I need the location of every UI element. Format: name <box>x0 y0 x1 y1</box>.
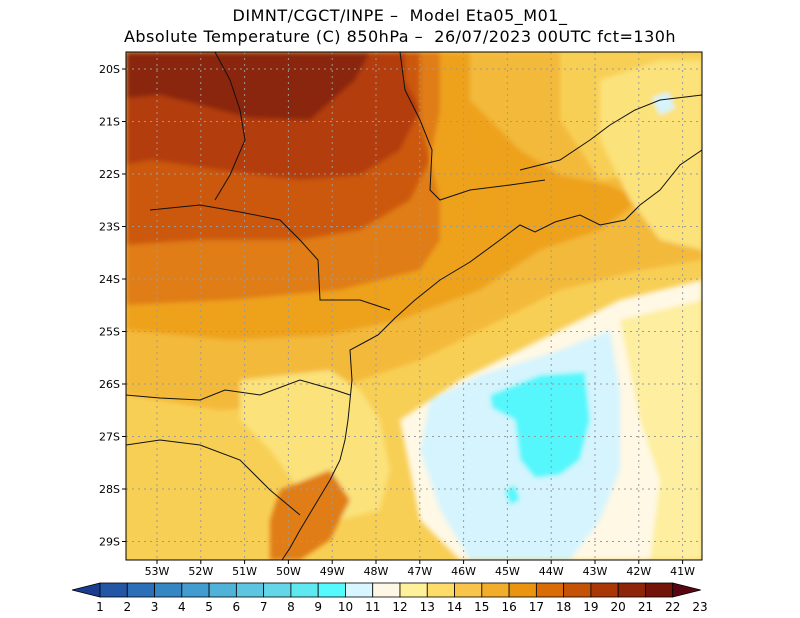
colorbar-label: 5 <box>205 600 213 614</box>
colorbar-label: 14 <box>447 600 462 614</box>
colorbar-swatch <box>454 582 483 598</box>
colorbar-swatch <box>263 582 292 598</box>
lon-label: 48W <box>364 565 389 578</box>
lon-label: 46W <box>451 565 476 578</box>
colorbar-swatch <box>290 582 319 598</box>
state-border-6 <box>214 52 246 201</box>
colorbar-swatch <box>426 582 455 598</box>
colorbar-swatch <box>563 582 592 598</box>
colorbar-swatch <box>99 582 128 598</box>
map-title-line2: Absolute Temperature (C) 850hPa – 26/07/… <box>123 27 677 46</box>
colorbar-label: 21 <box>638 600 653 614</box>
colorbar-swatch <box>508 582 537 598</box>
colorbar-label: 6 <box>233 600 241 614</box>
colorbar-label: 15 <box>474 600 489 614</box>
state-border-1 <box>399 52 546 201</box>
colorbar-label: 12 <box>392 600 407 614</box>
colorbar-swatch <box>399 582 428 598</box>
zone-10-small <box>505 485 520 505</box>
coastline <box>281 149 702 560</box>
colorbar-swatch <box>317 582 346 598</box>
colorbar-swatch <box>345 582 374 598</box>
lat-label: 22S <box>99 168 120 181</box>
temperature-field <box>126 52 702 560</box>
colorbar-label: 10 <box>338 600 353 614</box>
lon-label: 51W <box>232 565 257 578</box>
zone-16-south <box>270 470 350 560</box>
colorbar-label: 23 <box>692 600 707 614</box>
colorbar-label: 19 <box>583 600 598 614</box>
lat-label: 20S <box>99 63 120 76</box>
lat-lon-grid <box>126 52 702 560</box>
zone-11-ne <box>652 92 675 115</box>
borders <box>126 52 702 560</box>
colorbar-swatch <box>535 582 565 598</box>
lat-label: 29S <box>99 536 120 549</box>
zone-13-west <box>240 370 390 520</box>
lon-label: 47W <box>407 565 432 578</box>
zone-10 <box>490 372 590 478</box>
state-border-4 <box>126 439 301 516</box>
colorbar-swatch <box>645 582 674 598</box>
colorbar-label: 13 <box>420 600 435 614</box>
colorbar-swatch <box>126 582 155 598</box>
lon-label: 43W <box>583 565 608 578</box>
colorbar-label: 9 <box>314 600 322 614</box>
colorbar-swatch <box>235 582 265 598</box>
lat-label: 26S <box>99 378 120 391</box>
lat-label: 21S <box>99 116 120 129</box>
state-border-5 <box>519 94 702 171</box>
longitude-axis: 53W 52W 51W 50W 49W 48W 47W 46W 45W 44W 43W 42W 41W <box>145 560 695 578</box>
map-title-line1: DIMNT/CGCT/INPE – Model Eta05_M01_ <box>232 6 568 25</box>
colorbar: 1 2 3 4 5 6 7 8 9 10 11 12 13 14 15 16 17 18 19 20 21 22 23 <box>71 582 708 614</box>
lat-label: 23S <box>99 221 120 234</box>
lon-label: 42W <box>626 565 651 578</box>
colorbar-label: 8 <box>287 600 295 614</box>
colorbar-label: 7 <box>260 600 268 614</box>
lat-label: 28S <box>99 483 120 496</box>
lon-label: 50W <box>276 565 301 578</box>
colorbar-swatch <box>372 582 401 598</box>
colorbar-swatch <box>617 582 646 598</box>
map-frame <box>125 51 703 561</box>
zone-13-edge <box>620 300 702 560</box>
colorbar-label: 22 <box>665 600 680 614</box>
colorbar-swatch <box>481 582 510 598</box>
lon-label: 53W <box>145 565 170 578</box>
colorbar-swatch <box>154 582 183 598</box>
state-border-3 <box>126 379 351 401</box>
colorbar-label: 4 <box>178 600 186 614</box>
colorbar-label: 1 <box>96 600 104 614</box>
colorbar-swatch <box>181 582 210 598</box>
colorbar-label: 20 <box>611 600 626 614</box>
lon-label: 41W <box>670 565 695 578</box>
colorbar-label: 11 <box>365 600 380 614</box>
colorbar-label: 17 <box>529 600 544 614</box>
lon-label: 49W <box>320 565 345 578</box>
colorbar-min-arrow <box>71 582 101 598</box>
colorbar-label: 3 <box>151 600 159 614</box>
latitude-axis: 20S 21S 22S 23S 24S 25S 26S 27S 28S 29S <box>99 63 126 549</box>
colorbar-label: 18 <box>556 600 571 614</box>
colorbar-swatch <box>208 582 237 598</box>
zone-13-east <box>600 60 702 250</box>
lat-label: 24S <box>99 273 120 286</box>
lon-label: 44W <box>539 565 564 578</box>
colorbar-max-arrow <box>672 582 701 598</box>
colorbar-label: 16 <box>501 600 516 614</box>
colorbar-swatch <box>590 582 619 598</box>
lat-label: 27S <box>99 431 120 444</box>
lat-label: 25S <box>99 326 120 339</box>
state-border-2 <box>149 204 391 311</box>
lon-label: 45W <box>495 565 520 578</box>
lon-label: 52W <box>188 565 213 578</box>
colorbar-label: 2 <box>123 600 131 614</box>
